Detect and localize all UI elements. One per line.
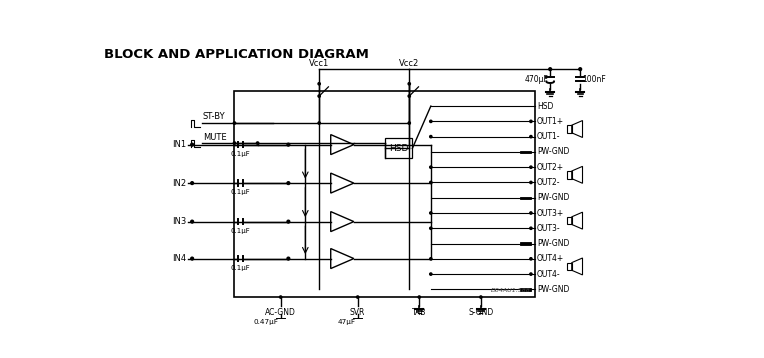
Circle shape: [429, 227, 432, 229]
Bar: [567, 125, 571, 133]
Circle shape: [287, 143, 290, 146]
Circle shape: [318, 95, 320, 97]
Circle shape: [429, 135, 432, 138]
Text: TAB: TAB: [412, 308, 426, 317]
Circle shape: [287, 257, 290, 260]
Text: AC-GND: AC-GND: [265, 308, 296, 317]
Circle shape: [357, 296, 359, 298]
Text: 100nF: 100nF: [581, 75, 606, 84]
Circle shape: [529, 273, 532, 275]
Text: ST-BY: ST-BY: [203, 112, 225, 121]
Circle shape: [529, 227, 532, 229]
Text: PW-GND: PW-GND: [537, 193, 569, 202]
Circle shape: [318, 83, 320, 85]
Text: 47μF: 47μF: [338, 319, 355, 325]
Text: OUT3-: OUT3-: [537, 224, 561, 233]
Bar: [520, 151, 531, 153]
Circle shape: [191, 257, 193, 260]
Text: PW-GND: PW-GND: [537, 285, 569, 294]
Text: IN1: IN1: [173, 140, 186, 149]
Circle shape: [529, 135, 532, 138]
Circle shape: [408, 95, 410, 97]
Circle shape: [579, 68, 581, 71]
Text: Vcc1: Vcc1: [309, 59, 329, 68]
Circle shape: [529, 181, 532, 184]
Circle shape: [429, 212, 432, 214]
Circle shape: [408, 122, 410, 124]
Text: OUT1+: OUT1+: [537, 117, 564, 126]
Text: BLOCK AND APPLICATION DIAGRAM: BLOCK AND APPLICATION DIAGRAM: [104, 48, 368, 61]
Text: 470μF: 470μF: [525, 75, 549, 84]
Text: 0.1μF: 0.1μF: [231, 265, 250, 271]
Circle shape: [529, 166, 532, 168]
Text: IN2: IN2: [173, 179, 186, 188]
Bar: [567, 171, 571, 179]
Bar: [384, 139, 413, 159]
Text: OUT3+: OUT3+: [537, 208, 565, 218]
Circle shape: [480, 296, 482, 298]
Circle shape: [529, 212, 532, 214]
Text: PW-GND: PW-GND: [537, 239, 569, 248]
Text: PW-GND: PW-GND: [537, 147, 569, 156]
Bar: [567, 263, 571, 270]
Text: OUT4+: OUT4+: [537, 254, 565, 263]
Circle shape: [429, 273, 432, 275]
Bar: [520, 197, 531, 199]
Bar: [520, 288, 531, 290]
Text: MUTE: MUTE: [203, 132, 226, 141]
Circle shape: [287, 220, 290, 223]
Text: 0.1μF: 0.1μF: [231, 189, 250, 195]
Text: 0.1μF: 0.1μF: [231, 151, 250, 157]
Text: SVR: SVR: [350, 308, 365, 317]
Circle shape: [549, 68, 552, 71]
Bar: [235, 91, 535, 297]
Text: OUT2+: OUT2+: [537, 163, 564, 172]
Circle shape: [429, 166, 432, 168]
Circle shape: [287, 182, 290, 184]
Text: OUT2-: OUT2-: [537, 178, 561, 187]
Circle shape: [318, 122, 320, 124]
Text: IN4: IN4: [173, 254, 186, 263]
Circle shape: [429, 181, 432, 184]
Circle shape: [257, 142, 259, 144]
Text: OUT1-: OUT1-: [537, 132, 561, 141]
Circle shape: [191, 220, 193, 223]
Circle shape: [429, 120, 432, 122]
Text: OUT4-: OUT4-: [537, 270, 561, 279]
Text: S-GND: S-GND: [468, 308, 494, 317]
Circle shape: [280, 296, 282, 298]
Circle shape: [429, 258, 432, 260]
Circle shape: [529, 120, 532, 122]
Circle shape: [191, 143, 193, 146]
Text: D04AU1.588: D04AU1.588: [491, 288, 531, 293]
Text: HSD: HSD: [537, 102, 553, 111]
Circle shape: [233, 122, 235, 124]
Bar: [567, 217, 571, 224]
Text: 0.47μF: 0.47μF: [254, 319, 278, 325]
Circle shape: [191, 182, 193, 184]
Bar: [520, 242, 531, 245]
Text: IN3: IN3: [173, 217, 186, 226]
Circle shape: [233, 142, 235, 144]
Text: Vcc2: Vcc2: [399, 59, 419, 68]
Circle shape: [408, 83, 410, 85]
Text: HSD: HSD: [389, 144, 408, 153]
Circle shape: [418, 296, 420, 298]
Circle shape: [529, 258, 532, 260]
Text: 0.1μF: 0.1μF: [231, 228, 250, 234]
